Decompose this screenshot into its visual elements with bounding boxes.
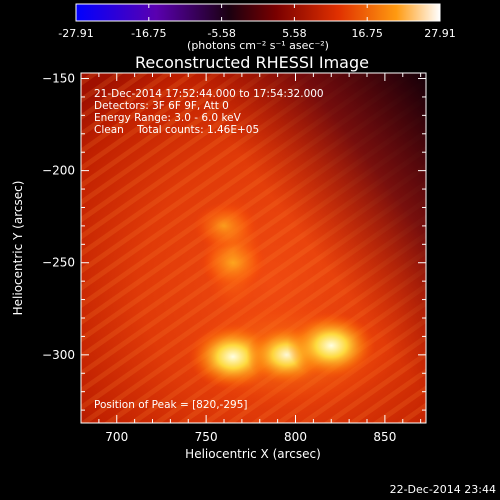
- colorbar-tick-label: 27.91: [424, 27, 456, 40]
- plot-frame: [80, 72, 427, 424]
- peak-position-label: Position of Peak = [820,-295]: [94, 399, 248, 411]
- colorbar-tick-label: 16.75: [351, 27, 383, 40]
- info-clean-counts: Clean Total counts: 1.46E+05: [94, 124, 259, 136]
- y-tick-label: −300: [42, 348, 75, 362]
- info-detectors: Detectors: 3F 6F 9F, Att 0: [94, 100, 229, 112]
- colorbar: [75, 3, 441, 22]
- colorbar-unit-label: (photons cm⁻² s⁻¹ asec⁻²): [187, 39, 329, 52]
- colorbar-tick-label: 5.58: [282, 27, 307, 40]
- emission-sources: [176, 193, 397, 410]
- info-energy-range: Energy Range: 3.0 - 6.0 keV: [94, 112, 242, 124]
- info-block: 21-Dec-2014 17:52:44.000 to 17:54:32.000…: [94, 88, 324, 136]
- y-axis-label: Heliocentric Y (arcsec): [11, 181, 25, 316]
- axis-ticks: 700 750 800 850 −150 −200 −250 −300: [42, 72, 426, 444]
- footer-timestamp: 22-Dec-2014 23:44: [390, 483, 496, 496]
- emission-source: [287, 312, 376, 379]
- emission-source: [193, 202, 256, 250]
- x-tick-label: 700: [105, 430, 128, 444]
- emission-source: [199, 237, 267, 288]
- y-tick-label: −250: [42, 256, 75, 270]
- x-tick-label: 800: [284, 430, 307, 444]
- info-time-range: 21-Dec-2014 17:52:44.000 to 17:54:32.000: [94, 88, 324, 100]
- x-axis-label: Heliocentric X (arcsec): [185, 447, 321, 461]
- x-tick-label: 850: [373, 430, 396, 444]
- colorbar-ticks: -27.91 -16.75 -5.58 5.58 16.75 27.91: [58, 4, 456, 40]
- colorbar-tick-label: -16.75: [131, 27, 166, 40]
- chart-title: Reconstructed RHESSI Image: [135, 53, 369, 72]
- heatmap-image: [81, 73, 426, 423]
- y-tick-label: −200: [42, 164, 75, 178]
- x-tick-label: 750: [195, 430, 218, 444]
- colorbar-tick-label: -5.58: [207, 27, 235, 40]
- colorbar-tick-label: -27.91: [58, 27, 93, 40]
- y-tick-label: −150: [42, 72, 75, 86]
